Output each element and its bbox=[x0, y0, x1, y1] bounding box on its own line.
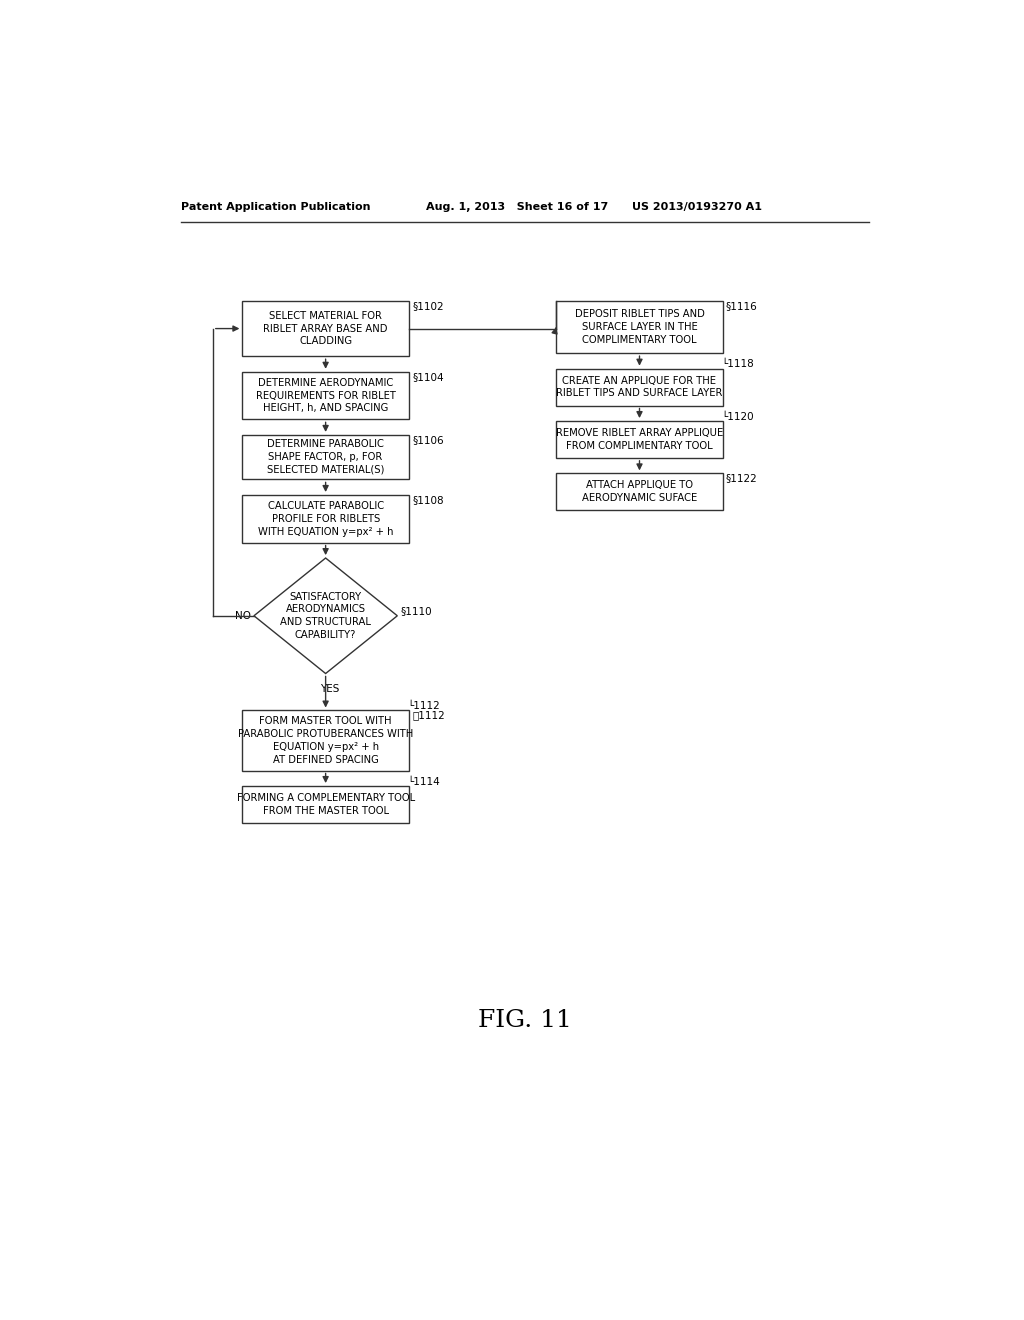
Text: FORM MASTER TOOL WITH
PARABOLIC PROTUBERANCES WITH
EQUATION y=px² + h
AT DEFINED: FORM MASTER TOOL WITH PARABOLIC PROTUBER… bbox=[238, 717, 414, 764]
Text: Patent Application Publication: Patent Application Publication bbox=[180, 202, 371, 213]
Text: SELECT MATERIAL FOR
RIBLET ARRAY BASE AND
CLADDING: SELECT MATERIAL FOR RIBLET ARRAY BASE AN… bbox=[263, 310, 388, 346]
Text: └1114: └1114 bbox=[408, 776, 440, 787]
Bar bbox=[556, 368, 723, 405]
Text: §1102: §1102 bbox=[412, 301, 443, 310]
Text: 1112: 1112 bbox=[412, 710, 444, 721]
Text: NO: NO bbox=[234, 611, 251, 620]
Text: CREATE AN APPLIQUE FOR THE
RIBLET TIPS AND SURFACE LAYER: CREATE AN APPLIQUE FOR THE RIBLET TIPS A… bbox=[556, 376, 723, 399]
Bar bbox=[243, 785, 409, 822]
Text: US 2013/0193270 A1: US 2013/0193270 A1 bbox=[632, 202, 762, 213]
Text: §1122: §1122 bbox=[726, 474, 758, 483]
Bar bbox=[243, 372, 409, 420]
Text: YES: YES bbox=[319, 684, 339, 694]
Text: DETERMINE AERODYNAMIC
REQUIREMENTS FOR RIBLET
HEIGHT, h, AND SPACING: DETERMINE AERODYNAMIC REQUIREMENTS FOR R… bbox=[256, 378, 395, 413]
Polygon shape bbox=[254, 558, 397, 673]
Bar bbox=[243, 301, 409, 356]
Text: §1106: §1106 bbox=[412, 434, 443, 445]
Text: DETERMINE PARABOLIC
SHAPE FACTOR, p, FOR
SELECTED MATERIAL(S): DETERMINE PARABOLIC SHAPE FACTOR, p, FOR… bbox=[267, 440, 384, 475]
Text: FORMING A COMPLEMENTARY TOOL
FROM THE MASTER TOOL: FORMING A COMPLEMENTARY TOOL FROM THE MA… bbox=[237, 793, 415, 816]
Text: CALCULATE PARABOLIC
PROFILE FOR RIBLETS
WITH EQUATION y=px² + h: CALCULATE PARABOLIC PROFILE FOR RIBLETS … bbox=[258, 502, 393, 536]
Bar bbox=[243, 495, 409, 543]
Bar bbox=[243, 710, 409, 771]
Text: §1116: §1116 bbox=[726, 301, 758, 310]
Text: FIG. 11: FIG. 11 bbox=[478, 1010, 571, 1032]
Text: └1112: └1112 bbox=[408, 701, 440, 711]
Text: └1120: └1120 bbox=[721, 412, 754, 421]
Text: Aug. 1, 2013   Sheet 16 of 17: Aug. 1, 2013 Sheet 16 of 17 bbox=[426, 202, 608, 213]
Text: DEPOSIT RIBLET TIPS AND
SURFACE LAYER IN THE
COMPLIMENTARY TOOL: DEPOSIT RIBLET TIPS AND SURFACE LAYER IN… bbox=[574, 309, 705, 345]
Text: REMOVE RIBLET ARRAY APPLIQUE
FROM COMPLIMENTARY TOOL: REMOVE RIBLET ARRAY APPLIQUE FROM COMPLI… bbox=[556, 428, 723, 451]
Bar bbox=[556, 474, 723, 511]
Bar bbox=[556, 301, 723, 354]
Text: └1118: └1118 bbox=[721, 359, 754, 370]
Bar bbox=[243, 434, 409, 479]
Text: §1110: §1110 bbox=[400, 607, 432, 616]
Text: SATISFACTORY
AERODYNAMICS
AND STRUCTURAL
CAPABILITY?: SATISFACTORY AERODYNAMICS AND STRUCTURAL… bbox=[281, 591, 371, 640]
Text: §1108: §1108 bbox=[412, 495, 443, 504]
Text: ATTACH APPLIQUE TO
AERODYNAMIC SUFACE: ATTACH APPLIQUE TO AERODYNAMIC SUFACE bbox=[582, 480, 697, 503]
Text: §1104: §1104 bbox=[412, 372, 443, 381]
Bar bbox=[556, 421, 723, 458]
